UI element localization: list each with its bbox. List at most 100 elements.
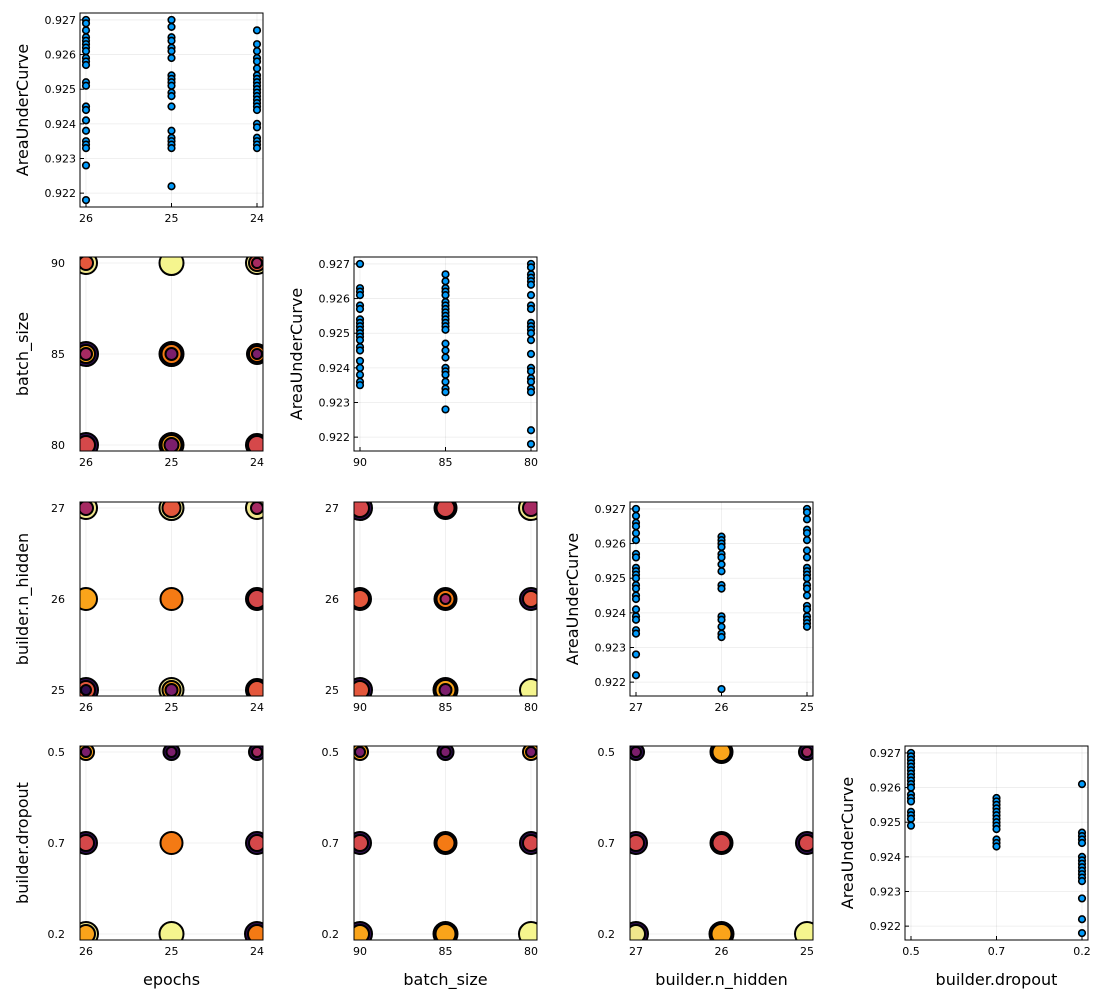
- data-point: [167, 53, 176, 63]
- data-point: [81, 105, 91, 115]
- data-point: [526, 367, 536, 376]
- data-point: [802, 529, 812, 538]
- data-point: [631, 553, 641, 562]
- panel-frame: [79, 501, 264, 697]
- marker: [354, 746, 366, 758]
- data-point: [631, 536, 641, 545]
- marker: [630, 746, 642, 758]
- data-point: [631, 522, 641, 531]
- y-tick-label: 0.925: [45, 83, 77, 96]
- y-tick-label: 0.2: [322, 928, 340, 941]
- data-point: [717, 622, 726, 631]
- x-axis-label: builder.n_hidden: [655, 970, 787, 990]
- data-point: [167, 126, 176, 135]
- data-point: [441, 325, 450, 334]
- marker: [438, 683, 453, 696]
- y-tick-label: 0.7: [322, 837, 340, 850]
- y-tick-label: 0.5: [598, 746, 616, 759]
- data-point: [526, 263, 536, 272]
- y-tick-label: 0.7: [598, 837, 616, 850]
- data-point: [167, 102, 176, 111]
- x-axis-label: epochs: [143, 970, 200, 989]
- marker: [435, 502, 456, 518]
- x-tick-label: 27: [629, 945, 643, 958]
- panel-frame: [79, 745, 264, 941]
- data-point: [802, 546, 812, 555]
- y-tick-label: 25: [325, 684, 339, 697]
- diagonal-panel-0: 0.922 0.923 0.924 0.925 0.926 0.927 26 25 24 Area…: [13, 12, 264, 225]
- marker: [80, 257, 94, 271]
- data-point: [81, 195, 91, 205]
- data-point: [631, 529, 641, 538]
- data-point: [81, 161, 91, 170]
- data-point: [441, 339, 450, 348]
- y-tick-label: 0.924: [870, 851, 902, 864]
- y-tick-label: 0.927: [45, 14, 77, 27]
- x-tick-label: 26: [79, 945, 93, 958]
- marker: [354, 680, 370, 696]
- x-tick-label: 25: [165, 701, 179, 714]
- x-tick-label: 26: [715, 945, 729, 958]
- y-tick-label: 0.923: [45, 153, 77, 166]
- y-tick-label: 0.925: [319, 327, 351, 340]
- marker: [80, 924, 96, 940]
- x-tick-label: 25: [165, 456, 179, 469]
- pair-panel-1: 26 25 24 27 26 25 builder.n_hidden: [13, 501, 264, 714]
- marker: [80, 435, 96, 451]
- x-tick-label: 85: [439, 456, 453, 469]
- data-point: [631, 650, 641, 659]
- x-tick-label: 26: [715, 701, 729, 714]
- data-point: [802, 591, 812, 600]
- marker: [80, 684, 92, 696]
- x-tick-label: 24: [250, 701, 264, 714]
- data-point: [717, 633, 726, 642]
- data-point: [252, 144, 262, 153]
- y-tick-label: 0.926: [595, 538, 627, 551]
- panel-frame: [353, 501, 538, 697]
- marker: [354, 924, 370, 940]
- data-point: [252, 57, 262, 66]
- data-point: [631, 605, 641, 614]
- x-tick-label: 25: [165, 212, 179, 225]
- data-point: [81, 26, 91, 35]
- x-tick-label: 0.7: [988, 945, 1006, 958]
- data-point: [355, 381, 365, 390]
- data-point: [802, 536, 812, 545]
- data-point: [526, 291, 536, 300]
- data-point: [526, 329, 536, 338]
- data-point: [717, 553, 726, 562]
- data-point: [526, 304, 536, 314]
- data-point: [802, 553, 812, 562]
- data-point: [1077, 928, 1087, 938]
- marker-group: [80, 257, 263, 451]
- data-point: [992, 842, 1001, 851]
- y-axis-label: AreaUnderCurve: [287, 288, 306, 420]
- marker: [525, 746, 537, 758]
- data-point: [631, 671, 641, 680]
- y-tick-label: 0.5: [48, 746, 66, 759]
- y-tick-label: 0.926: [45, 49, 77, 62]
- data-point: [1077, 915, 1087, 924]
- y-tick-label: 0.2: [598, 928, 616, 941]
- data-point: [802, 622, 812, 631]
- marker: [161, 502, 182, 518]
- marker: [248, 834, 263, 852]
- data-point: [802, 508, 812, 517]
- y-axis-label: builder.n_hidden: [13, 533, 33, 665]
- panel-frame: [353, 256, 538, 452]
- y-tick-label: 0.926: [870, 782, 902, 795]
- data-point: [906, 821, 916, 830]
- y-axis-label: AreaUnderCurve: [838, 777, 857, 909]
- data-point: [717, 567, 726, 576]
- data-point: [441, 353, 450, 362]
- marker: [434, 923, 457, 940]
- marker: [354, 502, 370, 518]
- x-tick-label: 24: [250, 212, 264, 225]
- y-tick-label: 27: [325, 502, 339, 515]
- y-tick-label: 80: [51, 439, 65, 452]
- x-axis-label: batch_size: [403, 970, 487, 990]
- data-point: [992, 825, 1001, 834]
- data-point: [355, 356, 365, 366]
- data-point: [355, 336, 365, 345]
- y-tick-label: 0.924: [595, 607, 627, 620]
